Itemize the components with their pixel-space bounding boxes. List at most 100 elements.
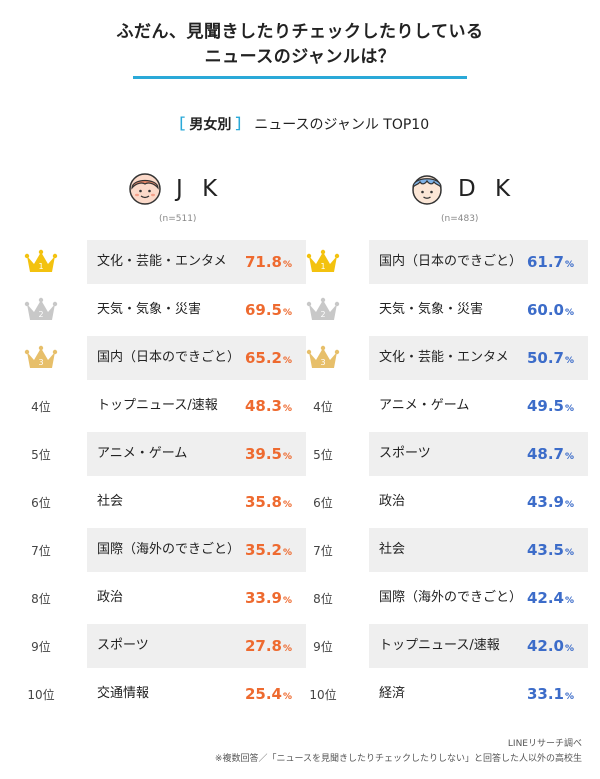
dk-label: D K: [458, 176, 517, 202]
title-line-1: ふだん、見聞きしたりチェックしたりしている: [116, 22, 484, 42]
percent-unit: %: [282, 692, 292, 702]
percentage-value: 48.7%: [526, 445, 574, 463]
dk-sample-size: (n=483): [441, 214, 479, 224]
percent-unit: %: [564, 452, 574, 462]
rank-label: 3: [12, 334, 70, 382]
genre-label: 国際（海外のできごと）: [97, 542, 241, 557]
subtitle: ［ 男女別 ］ ニュースのジャンル TOP10: [0, 114, 600, 136]
genre-label: アニメ・ゲーム: [379, 398, 470, 413]
percentage-value: 39.5%: [244, 445, 292, 463]
rank-label: 5位: [31, 447, 51, 462]
percentage-value: 43.9%: [526, 493, 574, 511]
jk-rank-row: 10位 交通情報 25.4%: [12, 670, 292, 718]
rank-label: 8位: [313, 591, 333, 606]
genre-label: 文化・芸能・エンタメ: [97, 254, 227, 269]
percent-unit: %: [282, 404, 292, 414]
crown-rank-number: 1: [38, 262, 43, 271]
genre-label: アニメ・ゲーム: [97, 446, 188, 461]
rank-label: 7位: [313, 543, 333, 558]
rank-label: 4位: [313, 399, 333, 414]
genre-label: 経済: [379, 686, 406, 701]
percent-unit: %: [282, 644, 292, 654]
dk-rank-row: 1 国内（日本のできごと） 61.7%: [294, 238, 588, 286]
rank-label: 2: [294, 286, 352, 334]
rank-label: 9位: [313, 639, 333, 654]
rank-label: 1: [294, 238, 352, 286]
footnote: ※複数回答／「ニュースを見聞きしたりチェックしたりしない」と回答した人以外の高校…: [214, 754, 582, 764]
rank-cell: 社会 35.8%: [87, 480, 306, 524]
rank-cell: スポーツ 27.8%: [87, 624, 306, 668]
percent-unit: %: [282, 308, 292, 318]
genre-label: 天気・気象・災害: [379, 302, 484, 317]
rank-cell: 交通情報 25.4%: [87, 672, 306, 716]
genre-label: 国内（日本のできごと）: [379, 254, 523, 269]
percentage-value: 33.9%: [244, 589, 292, 607]
rank-label: 9位: [31, 639, 51, 654]
crown-rank-number: 3: [38, 358, 43, 367]
rank-label: 4位: [31, 399, 51, 414]
rank-label: 7位: [31, 543, 51, 558]
dk-rank-row: 9位 トップニュース/速報 42.0%: [294, 622, 588, 670]
percent-unit: %: [564, 644, 574, 654]
percent-unit: %: [564, 260, 574, 270]
percentage-value: 42.4%: [526, 589, 574, 607]
rank-cell: 国際（海外のできごと） 42.4%: [369, 576, 588, 620]
rank-cell: アニメ・ゲーム 39.5%: [87, 432, 306, 476]
rank-label: 2: [12, 286, 70, 334]
subtitle-category: 男女別: [189, 117, 232, 133]
gold-crown-icon: 1: [24, 249, 58, 272]
genre-label: 国内（日本のできごと）: [97, 350, 241, 365]
genre-label: 社会: [97, 494, 124, 509]
percentage-value: 35.2%: [244, 541, 292, 559]
rank-cell: 文化・芸能・エンタメ 50.7%: [369, 336, 588, 380]
genre-label: 天気・気象・災害: [97, 302, 202, 317]
jk-rank-row: 6位 社会 35.8%: [12, 478, 292, 526]
percentage-value: 48.3%: [244, 397, 292, 415]
boy-face-icon: [412, 175, 442, 205]
silver-crown-icon: 2: [24, 297, 58, 320]
percentage-value: 42.0%: [526, 637, 574, 655]
genre-label: 政治: [97, 590, 124, 605]
percentage-value: 50.7%: [526, 349, 574, 367]
percentage-value: 27.8%: [244, 637, 292, 655]
jk-label: J K: [176, 176, 224, 202]
rank-cell: 国際（海外のできごと） 35.2%: [87, 528, 306, 572]
dk-rank-row: 3 文化・芸能・エンタメ 50.7%: [294, 334, 588, 382]
percent-unit: %: [564, 404, 574, 414]
percent-unit: %: [282, 452, 292, 462]
page-title: ふだん、見聞きしたりチェックしたりしている ニュースのジャンルは？: [0, 20, 600, 70]
percentage-value: 43.5%: [526, 541, 574, 559]
percent-unit: %: [564, 548, 574, 558]
dk-rank-row: 5位 スポーツ 48.7%: [294, 430, 588, 478]
gold-crown-icon: 1: [306, 249, 340, 272]
genre-label: 国際（海外のできごと）: [379, 590, 523, 605]
crown-rank-number: 3: [320, 358, 325, 367]
jk-rank-row: 3 国内（日本のできごと） 65.2%: [12, 334, 306, 382]
rank-label: 6位: [313, 495, 333, 510]
genre-label: 政治: [379, 494, 406, 509]
percentage-value: 33.1%: [526, 685, 574, 703]
genre-label: トップニュース/速報: [379, 638, 500, 653]
jk-sample-size: (n=511): [159, 214, 197, 224]
dk-rank-row: 8位 国際（海外のできごと） 42.4%: [294, 574, 574, 622]
percentage-value: 49.5%: [526, 397, 574, 415]
rank-cell: トップニュース/速報 42.0%: [369, 624, 588, 668]
rank-cell: アニメ・ゲーム 49.5%: [369, 384, 588, 428]
genre-label: 社会: [379, 542, 406, 557]
silver-crown-icon: 2: [306, 297, 340, 320]
jk-rank-row: 9位 スポーツ 27.8%: [12, 622, 306, 670]
jk-rank-row: 2 天気・気象・災害 69.5%: [12, 286, 292, 334]
genre-label: 交通情報: [97, 686, 150, 701]
rank-label: 3: [294, 334, 352, 382]
bronze-crown-icon: 3: [306, 345, 340, 368]
percent-unit: %: [564, 596, 574, 606]
rank-label: 8位: [31, 591, 51, 606]
percent-unit: %: [564, 356, 574, 366]
dk-rank-row: 10位 経済 33.1%: [294, 670, 574, 718]
percent-unit: %: [282, 596, 292, 606]
rank-cell: 政治 33.9%: [87, 576, 306, 620]
percent-unit: %: [282, 500, 292, 510]
percent-unit: %: [282, 548, 292, 558]
rank-cell: 天気・気象・災害 69.5%: [87, 288, 306, 332]
source-note: LINEリサーチ調べ: [507, 739, 582, 749]
